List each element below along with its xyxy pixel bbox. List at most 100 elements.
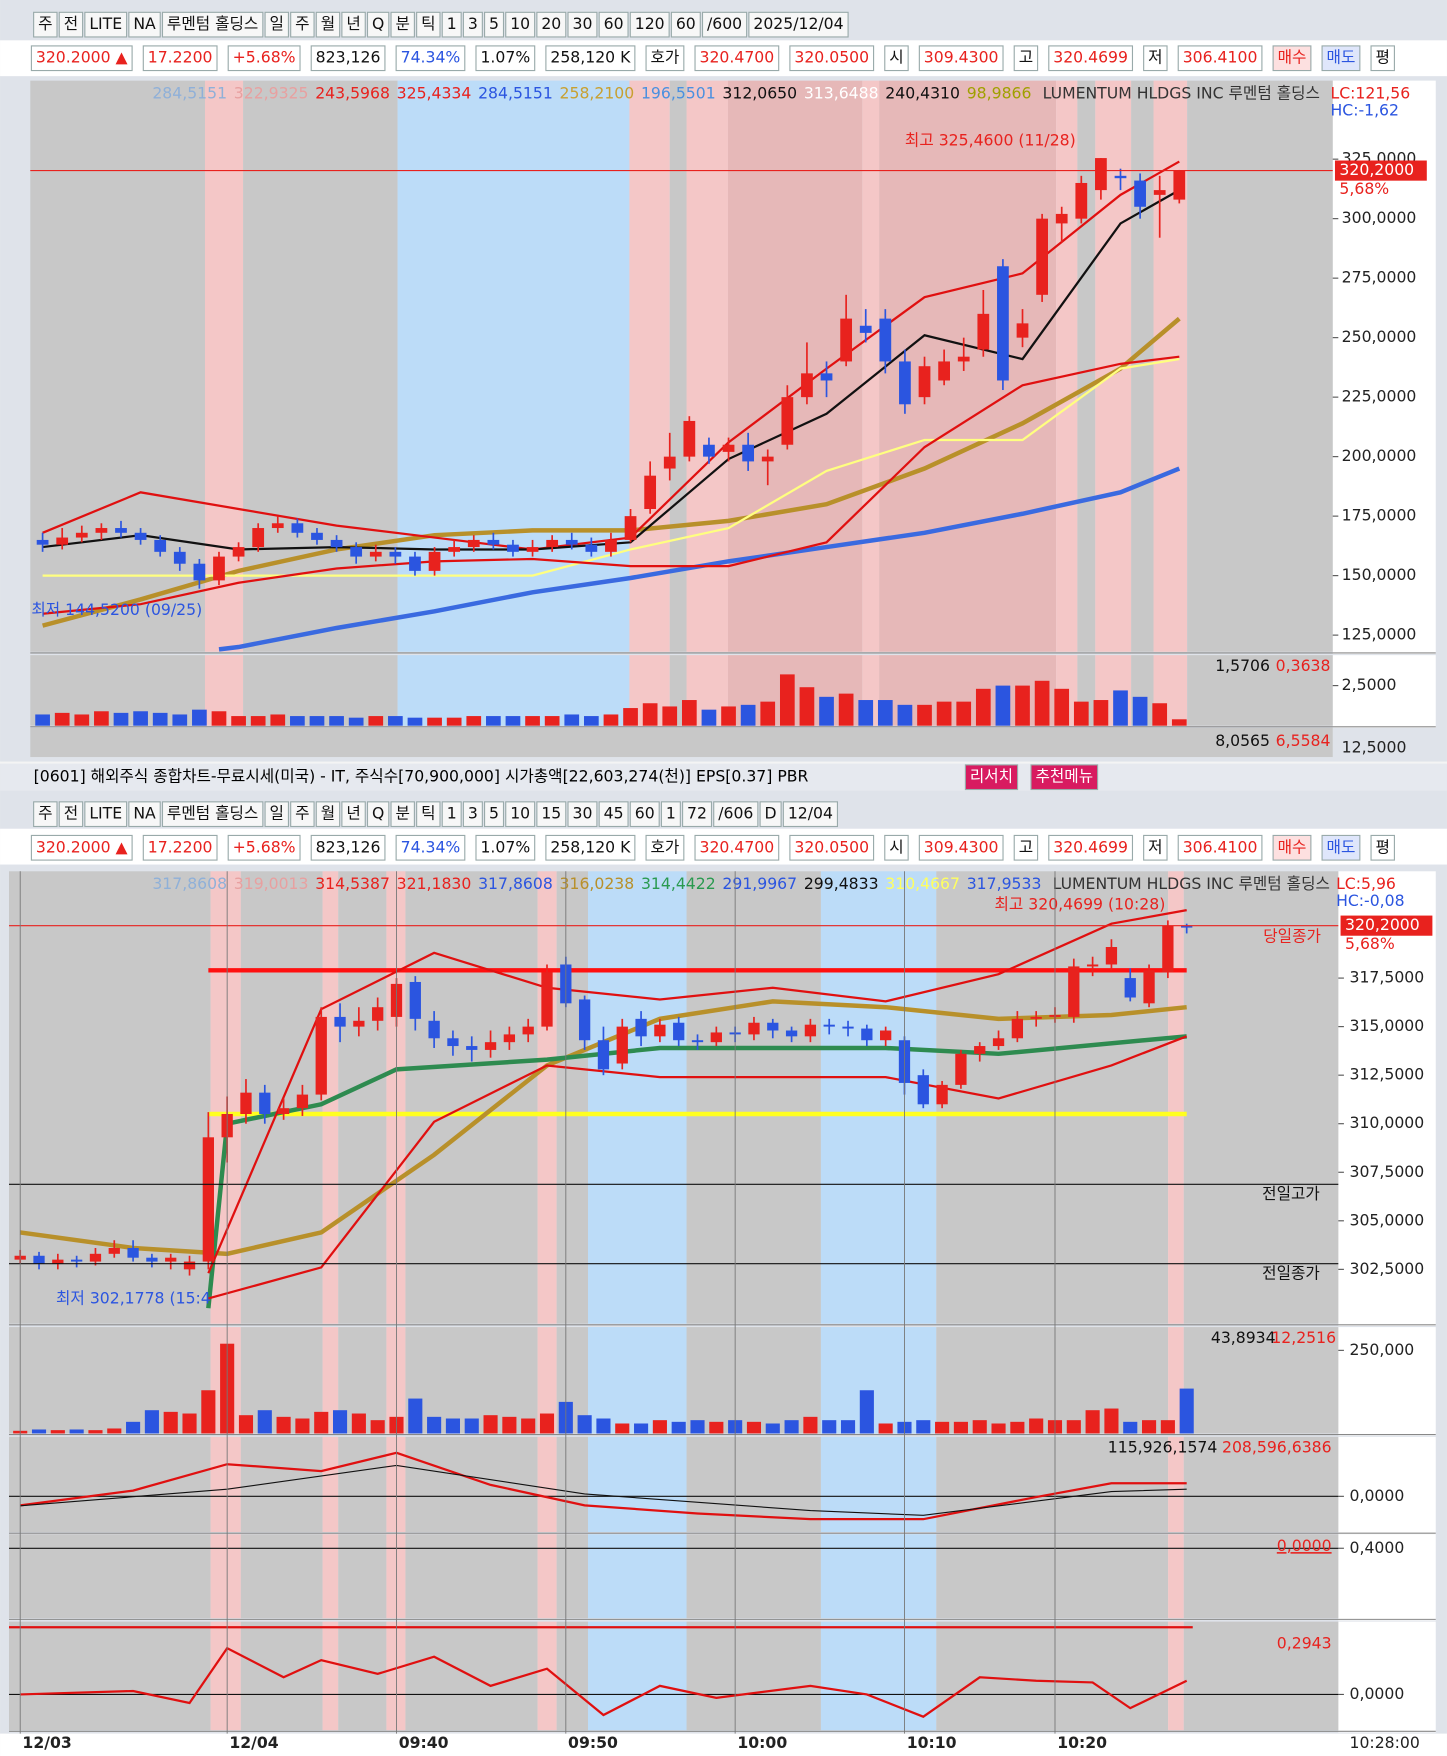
button-box[interactable] (782, 801, 839, 828)
toolbar-button[interactable]: Q (372, 14, 384, 33)
button-box[interactable] (567, 11, 598, 38)
toolbar-button[interactable]: 주 (295, 14, 309, 33)
toolbar-button[interactable]: 전 (64, 14, 78, 33)
toolbar-button[interactable]: 15 (541, 804, 561, 823)
button-box[interactable] (315, 801, 341, 828)
button-box[interactable] (567, 801, 598, 828)
toolbar-button[interactable]: 루멘텀 홀딩스 (167, 14, 258, 33)
toolbar-button[interactable]: /606 (718, 804, 753, 823)
toolbar-button[interactable]: 월 (321, 14, 335, 33)
button-box[interactable] (660, 801, 681, 828)
button-box[interactable] (128, 11, 161, 38)
button-box[interactable] (315, 11, 341, 38)
toolbar-button[interactable]: 1 (447, 14, 457, 33)
button-box[interactable] (290, 801, 315, 828)
toolbar-button[interactable]: 일 (270, 804, 284, 823)
button-box[interactable] (629, 801, 660, 828)
toolbar-button[interactable]: 루멘텀 홀딩스 (167, 804, 258, 823)
toolbar-button[interactable]: 분 (396, 804, 410, 823)
toolbar-button[interactable]: 3 (468, 14, 478, 33)
toolbar-button[interactable]: D (765, 804, 777, 823)
toolbar-button[interactable]: 주 (295, 804, 309, 823)
toolbar-button[interactable]: 12/04 (788, 804, 833, 823)
button-box[interactable] (341, 11, 366, 38)
button-box[interactable] (84, 11, 128, 38)
button-box[interactable] (33, 801, 58, 828)
button-box[interactable] (462, 801, 483, 828)
toolbar-button[interactable]: 10 (510, 804, 530, 823)
button-box[interactable] (441, 11, 462, 38)
toolbar-button[interactable]: 분 (396, 14, 410, 33)
button-box[interactable] (58, 801, 84, 828)
menu-button[interactable]: 추천메뉴 (1035, 767, 1093, 786)
toolbar-button[interactable]: 60 (676, 14, 696, 33)
button-box[interactable] (713, 801, 759, 828)
toolbar-button[interactable]: /600 (707, 14, 742, 33)
toolbar-button[interactable]: 30 (572, 804, 592, 823)
toolbar-button[interactable]: NA (133, 14, 156, 33)
toolbar-button[interactable]: 2025/12/04 (753, 14, 843, 33)
toolbar-button[interactable]: 60 (604, 14, 624, 33)
button-box[interactable] (441, 801, 462, 828)
toolbar-button[interactable]: 72 (687, 804, 707, 823)
toolbar-button[interactable]: 일 (270, 14, 284, 33)
toolbar-button[interactable]: 1 (666, 804, 676, 823)
toolbar-button[interactable]: 5 (489, 804, 499, 823)
toolbar-button[interactable]: Q (372, 804, 384, 823)
button-box[interactable] (390, 11, 415, 38)
button-box[interactable] (701, 11, 748, 38)
button-box[interactable] (290, 11, 315, 38)
button-box[interactable] (58, 11, 84, 38)
button-box[interactable] (964, 764, 1019, 791)
toolbar-button[interactable]: 30 (572, 14, 592, 33)
button-box[interactable] (1030, 764, 1099, 791)
button-box[interactable] (505, 11, 536, 38)
toolbar-button[interactable]: NA (133, 804, 156, 823)
toolbar-button[interactable]: 년 (346, 804, 360, 823)
button-box[interactable] (759, 801, 782, 828)
toolbar-button[interactable]: 5 (489, 14, 499, 33)
toolbar-button[interactable]: 10 (510, 14, 530, 33)
button-box[interactable] (598, 11, 629, 38)
button-box[interactable] (341, 801, 366, 828)
button-box[interactable] (366, 11, 390, 38)
button-box[interactable] (536, 11, 567, 38)
toolbar-button[interactable]: 45 (604, 804, 624, 823)
button-box[interactable] (84, 801, 128, 828)
button-box[interactable] (416, 11, 441, 38)
menu-button[interactable]: 리서치 (970, 767, 1013, 786)
button-box[interactable] (128, 801, 161, 828)
toolbar-button[interactable]: 20 (541, 14, 561, 33)
button-box[interactable] (161, 801, 264, 828)
toolbar-button[interactable]: LITE (89, 14, 122, 33)
button-box[interactable] (161, 11, 264, 38)
toolbar-button[interactable]: 120 (635, 14, 665, 33)
button-box[interactable] (748, 11, 849, 38)
button-box[interactable] (536, 801, 567, 828)
button-box[interactable] (416, 801, 441, 828)
toolbar-button[interactable]: 1 (447, 804, 457, 823)
button-box[interactable] (462, 11, 483, 38)
button-box[interactable] (682, 801, 713, 828)
button-box[interactable] (484, 801, 505, 828)
toolbar-button[interactable]: LITE (89, 804, 122, 823)
toolbar-button[interactable]: 주 (38, 804, 52, 823)
toolbar-button[interactable]: 주 (38, 14, 52, 33)
button-box[interactable] (484, 11, 505, 38)
button-box[interactable] (264, 11, 290, 38)
button-box[interactable] (598, 801, 629, 828)
toolbar-button[interactable]: 틱 (421, 14, 435, 33)
button-box[interactable] (629, 11, 670, 38)
button-box[interactable] (33, 11, 58, 38)
button-box[interactable] (264, 801, 290, 828)
button-box[interactable] (505, 801, 536, 828)
toolbar-button[interactable]: 틱 (421, 804, 435, 823)
toolbar-button[interactable]: 월 (321, 804, 335, 823)
button-box[interactable] (390, 801, 415, 828)
toolbar-button[interactable]: 60 (635, 804, 655, 823)
button-box[interactable] (366, 801, 390, 828)
toolbar-button[interactable]: 년 (346, 14, 360, 33)
toolbar-button[interactable]: 3 (468, 804, 478, 823)
toolbar-button[interactable]: 전 (64, 804, 78, 823)
button-box[interactable] (670, 11, 701, 38)
